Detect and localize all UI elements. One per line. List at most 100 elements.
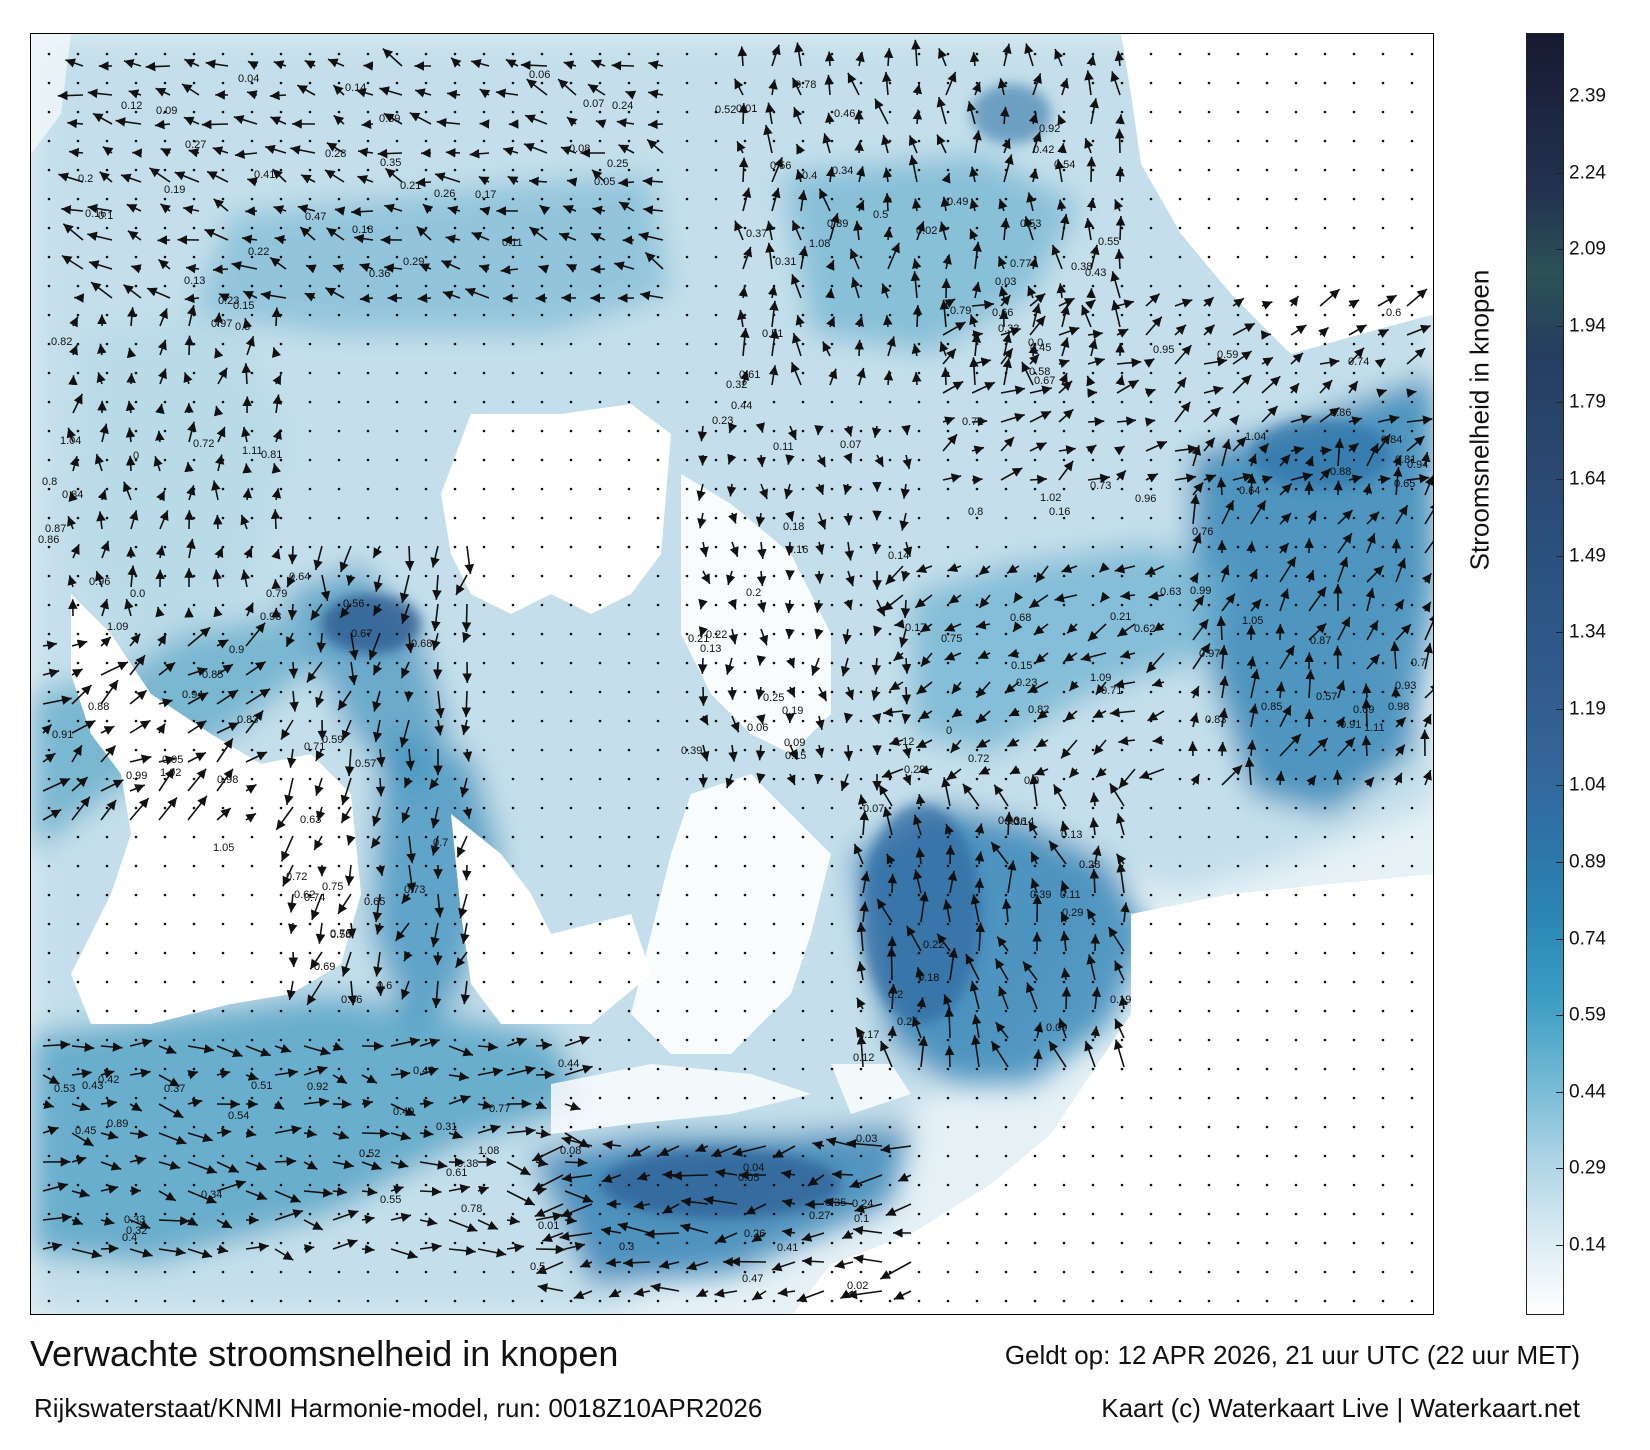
speed-label: 0.24: [612, 100, 633, 112]
grid-dot: [453, 1067, 457, 1071]
grid-dot: [279, 168, 283, 172]
grid-dot: [1033, 690, 1037, 694]
grid-dot: [395, 1241, 399, 1245]
grid-dot: [424, 400, 428, 404]
current-arrow: [1056, 283, 1067, 299]
current-arrow: [536, 1261, 564, 1275]
grid-dot: [511, 922, 515, 926]
current-arrow: [1059, 213, 1070, 241]
grid-dot: [1410, 777, 1414, 781]
grid-dot: [801, 922, 805, 926]
grid-dot: [47, 1154, 51, 1158]
grid-dot: [656, 342, 660, 346]
grid-dot: [917, 835, 921, 839]
current-speed-map[interactable]: 0.15 0.23 0.21 0.16 0.14 0.22 0.39 0.29 0.17 0.09…: [30, 33, 1434, 1315]
speed-label: 0.86: [38, 534, 59, 546]
grid-dot: [482, 255, 486, 259]
current-arrow: [855, 166, 866, 183]
grid-dot: [801, 893, 805, 897]
speed-label: 0.49: [947, 196, 968, 208]
speed-label: 0.6: [1386, 307, 1401, 319]
grid-dot: [1120, 1067, 1124, 1071]
grid-dot: [598, 371, 602, 375]
grid-dot: [1381, 52, 1385, 56]
grid-dot: [482, 719, 486, 723]
grid-dot: [134, 1067, 138, 1071]
current-arrow: [940, 367, 951, 386]
grid-dot: [801, 1270, 805, 1274]
grid-dot: [1381, 371, 1385, 375]
current-arrow: [1118, 995, 1129, 1010]
current-arrow: [737, 309, 747, 328]
grid-dot: [975, 1241, 979, 1245]
current-arrow: [1361, 683, 1372, 699]
grid-dot: [1236, 1038, 1240, 1042]
grid-dot: [134, 110, 138, 114]
grid-dot: [1120, 313, 1124, 317]
grid-dot: [395, 255, 399, 259]
grid-dot: [743, 864, 747, 868]
current-arrow: [1261, 475, 1273, 485]
current-arrow: [697, 657, 708, 674]
grid-dot: [424, 835, 428, 839]
grid-dot: [772, 1270, 776, 1274]
grid-dot: [1178, 1009, 1182, 1013]
current-arrow: [1115, 853, 1127, 865]
current-arrow: [889, 681, 904, 691]
current-arrow: [1056, 199, 1067, 212]
current-arrow: [470, 59, 490, 69]
grid-dot: [975, 603, 979, 607]
grid-dot: [453, 1183, 457, 1187]
grid-dot: [279, 893, 283, 897]
grid-dot: [47, 81, 51, 85]
grid-dot: [1149, 777, 1153, 781]
grid-dot: [47, 255, 51, 259]
speed-label: 0.32: [726, 379, 747, 391]
grid-dot: [192, 1125, 196, 1129]
grid-dot: [1323, 197, 1327, 201]
current-arrow: [971, 1014, 982, 1039]
current-arrow: [1246, 656, 1257, 670]
current-arrow: [1424, 683, 1433, 699]
grid-dot: [975, 110, 979, 114]
grid-dot: [453, 371, 457, 375]
current-arrow: [942, 254, 952, 270]
grid-dot: [859, 748, 863, 752]
grid-dot: [250, 661, 254, 665]
grid-dot: [540, 951, 544, 955]
current-arrow: [296, 84, 316, 96]
current-arrow: [791, 77, 802, 96]
current-arrow: [1394, 598, 1405, 612]
colorbar: [1526, 33, 1564, 1315]
current-arrow: [520, 60, 548, 71]
current-arrow: [1088, 338, 1098, 357]
grid-dot: [337, 81, 341, 85]
grid-dot: [1294, 806, 1298, 810]
current-arrow: [88, 260, 113, 270]
grid-dot: [685, 400, 689, 404]
grid-dot: [47, 197, 51, 201]
grid-dot: [1381, 1154, 1385, 1158]
grid-dot: [1033, 81, 1037, 85]
current-arrow: [1421, 451, 1431, 467]
current-arrow: [944, 651, 962, 661]
colorbar-tick-mark: [1556, 1015, 1564, 1017]
grid-dot: [598, 81, 602, 85]
grid-dot: [308, 777, 312, 781]
current-arrow: [974, 878, 985, 894]
grid-dot: [801, 284, 805, 288]
grid-dot: [1381, 1183, 1385, 1187]
grid-dot: [1352, 313, 1356, 317]
grid-dot: [366, 139, 370, 143]
grid-dot: [47, 1009, 51, 1013]
current-arrow: [65, 58, 84, 68]
grid-dot: [714, 1067, 718, 1071]
current-arrow: [247, 60, 259, 70]
grid-dot: [685, 110, 689, 114]
grid-dot: [656, 864, 660, 868]
grid-dot: [1294, 603, 1298, 607]
grid-dot: [743, 400, 747, 404]
grid-dot: [917, 1270, 921, 1274]
grid-dot: [366, 661, 370, 665]
grid-dot: [395, 864, 399, 868]
